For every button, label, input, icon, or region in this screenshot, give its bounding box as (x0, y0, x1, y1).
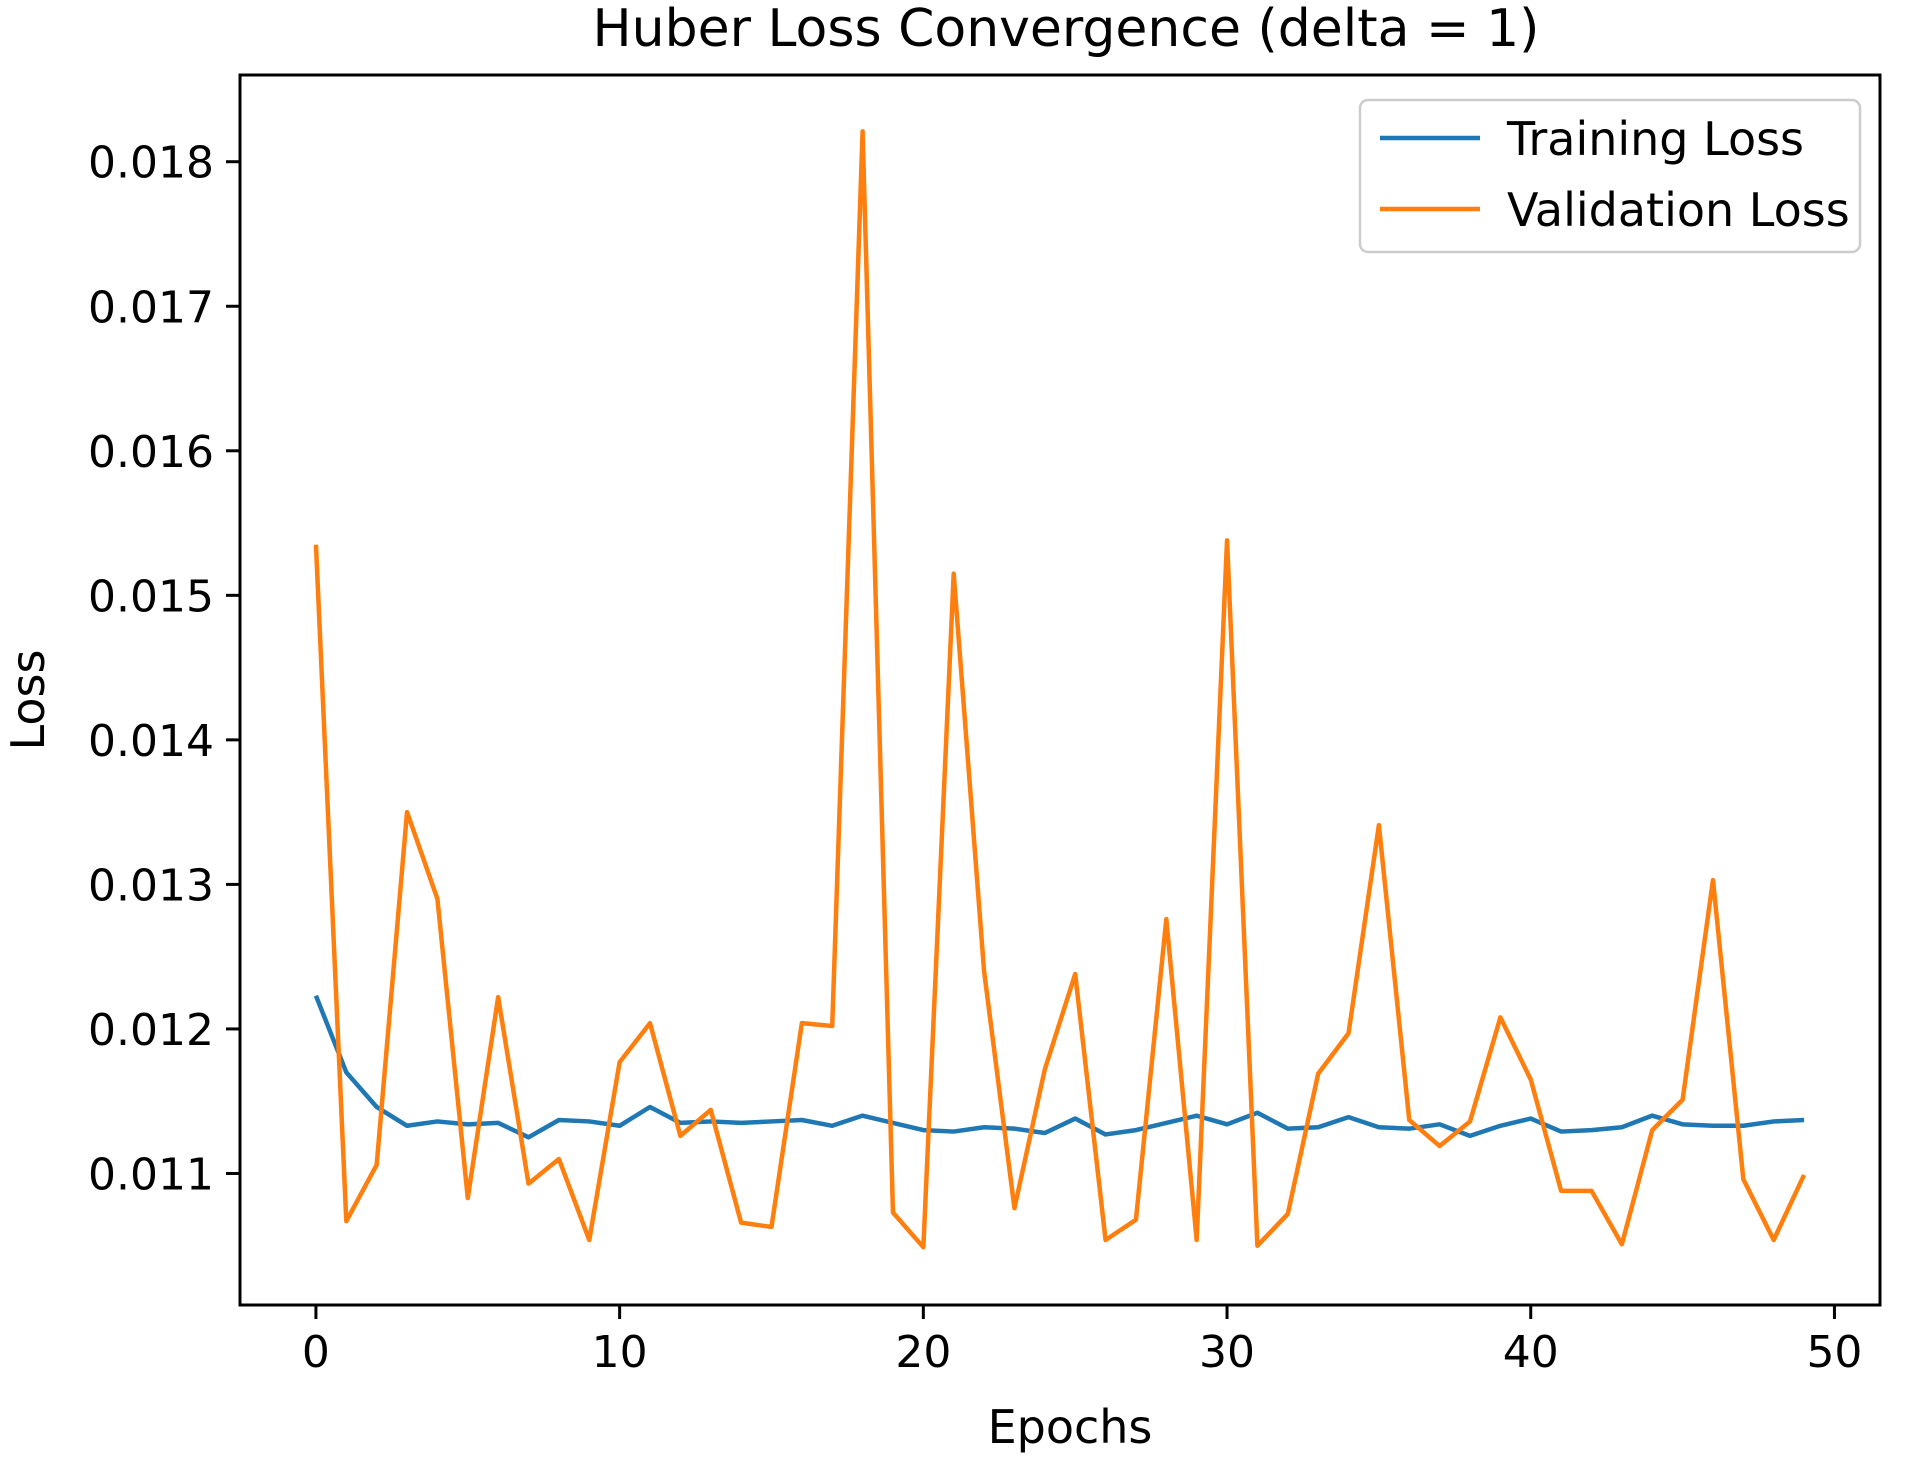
y-axis: 0.011 0.012 0.013 0.014 0.015 0.016 0.017 0.018 (88, 138, 240, 1200)
legend-label-training: Training Loss (1506, 112, 1804, 166)
x-tick-label: 10 (592, 1327, 648, 1378)
training-loss-line (313, 994, 1805, 1140)
y-tick-label: 0.012 (88, 1005, 214, 1056)
y-tick-label: 0.014 (88, 716, 214, 767)
y-axis-label: Loss (1, 650, 55, 751)
x-tick-label: 30 (1199, 1327, 1255, 1378)
y-tick-label: 0.013 (88, 860, 214, 911)
x-tick-label: 50 (1806, 1327, 1862, 1378)
legend-box (1358, 98, 1862, 254)
x-tick-label: 0 (302, 1327, 330, 1378)
legend: Training Loss Validation Loss (1358, 98, 1862, 254)
x-tick-label: 20 (895, 1327, 951, 1378)
y-tick-label: 0.011 (88, 1149, 214, 1200)
legend-label-validation: Validation Loss (1507, 183, 1850, 237)
y-tick-label: 0.018 (88, 138, 214, 189)
y-tick-label: 0.016 (88, 427, 214, 478)
x-axis: 0 10 20 30 40 50 (302, 1305, 1862, 1378)
x-axis-label: Epochs (988, 1400, 1153, 1454)
y-tick-label: 0.015 (88, 571, 214, 622)
x-tick-label: 40 (1503, 1327, 1559, 1378)
validation-loss-line (313, 129, 1807, 1250)
chart-title: Huber Loss Convergence (delta = 1) (593, 0, 1540, 59)
plot-frame (238, 73, 1882, 1307)
y-tick-label: 0.017 (88, 282, 214, 333)
plot-area (313, 129, 1807, 1250)
